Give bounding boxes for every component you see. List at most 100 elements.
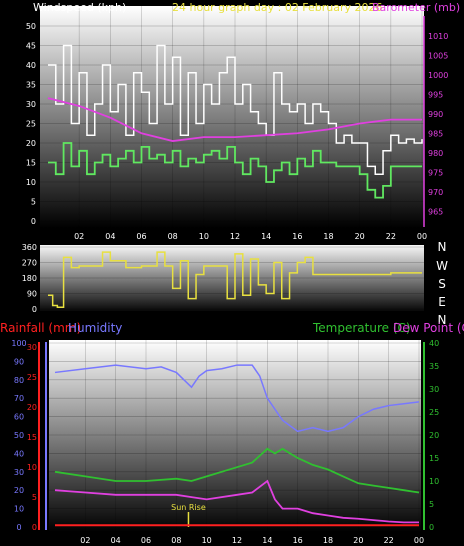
tick-label: 35 bbox=[26, 81, 36, 90]
panel3-dewpoint-label: Dew Point (C) bbox=[393, 321, 464, 335]
series-wind-direction-line bbox=[48, 251, 422, 309]
series-wind-gust-line bbox=[48, 142, 422, 199]
tick-label: 990 bbox=[428, 110, 443, 119]
panel3-x-ticks: 02 04 06 08 10 12 14 16 18 20 22 00 bbox=[80, 536, 424, 545]
tick-label: 14 bbox=[261, 232, 271, 241]
tick-label: 80 bbox=[14, 376, 24, 385]
panel3-background bbox=[49, 340, 421, 532]
tick-label: 45 bbox=[26, 42, 36, 51]
tick-label: 30 bbox=[26, 100, 36, 109]
tick-label: 06 bbox=[141, 536, 151, 545]
tick-label: 10 bbox=[202, 536, 212, 545]
tick-label: 20 bbox=[355, 232, 365, 241]
tick-label: 180 bbox=[22, 274, 37, 283]
tick-label: 50 bbox=[26, 22, 36, 31]
series-barometer-line bbox=[47, 97, 422, 142]
panel3-rainfall-ticks: 0 5 10 15 20 25 30 bbox=[27, 343, 37, 532]
tick-label: 22 bbox=[386, 232, 396, 241]
tick-label: 30 bbox=[429, 385, 439, 394]
tick-label: 0 bbox=[32, 523, 37, 532]
tick-label: 04 bbox=[111, 536, 121, 545]
tick-label: 20 bbox=[353, 536, 363, 545]
tick-label: 04 bbox=[105, 232, 115, 241]
tick-label: 00 bbox=[414, 536, 424, 545]
panel1-right-ticks: 965 970 975 980 985 990 995 1000 1005 1010 bbox=[423, 16, 448, 227]
panel1-x-ticks: 02 04 06 08 10 12 14 16 18 20 22 00 bbox=[74, 232, 427, 241]
tick-label: 0 bbox=[16, 523, 21, 532]
tick-label: 08 bbox=[171, 536, 181, 545]
tick-label: 22 bbox=[384, 536, 394, 545]
tick-label: 5 bbox=[32, 493, 37, 502]
panel3-rainfall-label: Rainfall (mm) bbox=[0, 321, 81, 335]
tick-label: 16 bbox=[293, 536, 303, 545]
tick-label: 40 bbox=[429, 339, 439, 348]
tick-label: 100 bbox=[11, 339, 26, 348]
tick-label: 270 bbox=[22, 259, 37, 268]
tick-label: 15 bbox=[27, 433, 37, 442]
tick-label: 16 bbox=[292, 232, 302, 241]
tick-label: 15 bbox=[429, 454, 439, 463]
tick-label: 30 bbox=[27, 343, 37, 352]
tick-label: 10 bbox=[27, 463, 37, 472]
tick-label: 60 bbox=[14, 413, 24, 422]
tick-label: 40 bbox=[14, 449, 24, 458]
tick-label: 08 bbox=[168, 232, 178, 241]
tick-label: 30 bbox=[14, 468, 24, 477]
tick-label: 20 bbox=[27, 403, 37, 412]
panel1-left-axis-label: Windspeed (kph) bbox=[33, 1, 126, 14]
tick-label: 14 bbox=[262, 536, 272, 545]
panel1-background bbox=[40, 6, 424, 228]
tick-label: 90 bbox=[27, 290, 37, 299]
panel1-title: 24 hour graph day : 02 February 2026 bbox=[172, 1, 383, 14]
tick-label: 70 bbox=[14, 394, 24, 403]
tick-label: 35 bbox=[429, 362, 439, 371]
tick-label: 1000 bbox=[428, 71, 448, 80]
tick-label: 970 bbox=[428, 188, 443, 197]
tick-label: 25 bbox=[429, 408, 439, 417]
tick-label: 12 bbox=[232, 536, 242, 545]
tick-label: 360 bbox=[22, 243, 37, 252]
tick-label: 20 bbox=[14, 486, 24, 495]
panel3-humidity-label: Humidity bbox=[68, 321, 122, 335]
compass-label: N bbox=[438, 240, 447, 254]
series-dewpoint-line bbox=[54, 479, 419, 524]
tick-label: 10 bbox=[26, 178, 36, 187]
tick-label: 0 bbox=[31, 217, 36, 226]
sunrise-label: Sun Rise bbox=[171, 503, 206, 512]
compass-label: W bbox=[436, 259, 448, 273]
tick-label: 975 bbox=[428, 168, 443, 177]
tick-label: 0 bbox=[429, 523, 434, 532]
tick-label: 40 bbox=[26, 61, 36, 70]
tick-label: 980 bbox=[428, 149, 443, 158]
panel3-temperature-label: Temperature (C) bbox=[312, 321, 411, 335]
compass-label: E bbox=[438, 295, 446, 309]
tick-label: 50 bbox=[14, 431, 24, 440]
tick-label: 90 bbox=[14, 357, 24, 366]
tick-label: 15 bbox=[26, 159, 36, 168]
panel3-temperature-ticks: 0 5 10 15 20 25 30 35 40 bbox=[423, 339, 439, 532]
tick-label: 02 bbox=[80, 536, 90, 545]
tick-label: 10 bbox=[199, 232, 209, 241]
tick-label: 25 bbox=[26, 120, 36, 129]
panel1-right-axis-label: Barometer (mb) bbox=[372, 1, 460, 14]
series-temperature-line bbox=[54, 447, 420, 494]
tick-label: 985 bbox=[428, 129, 443, 138]
tick-label: 20 bbox=[26, 139, 36, 148]
panel1-left-ticks: 0 5 10 15 20 25 30 35 40 45 50 bbox=[26, 22, 36, 226]
tick-label: 1010 bbox=[428, 32, 448, 41]
tick-label: 02 bbox=[74, 232, 84, 241]
tick-label: 5 bbox=[429, 500, 434, 509]
panel2-grid bbox=[40, 246, 424, 310]
tick-label: 965 bbox=[428, 207, 443, 216]
tick-label: 0 bbox=[32, 305, 37, 314]
tick-label: 995 bbox=[428, 90, 443, 99]
panel3-humidity-ticks: 0 10 20 30 40 50 60 70 80 90 100 bbox=[11, 339, 26, 532]
tick-label: 5 bbox=[31, 198, 36, 207]
tick-label: 20 bbox=[429, 431, 439, 440]
tick-label: 00 bbox=[417, 232, 427, 241]
tick-label: 10 bbox=[14, 505, 24, 514]
tick-label: 25 bbox=[27, 373, 37, 382]
